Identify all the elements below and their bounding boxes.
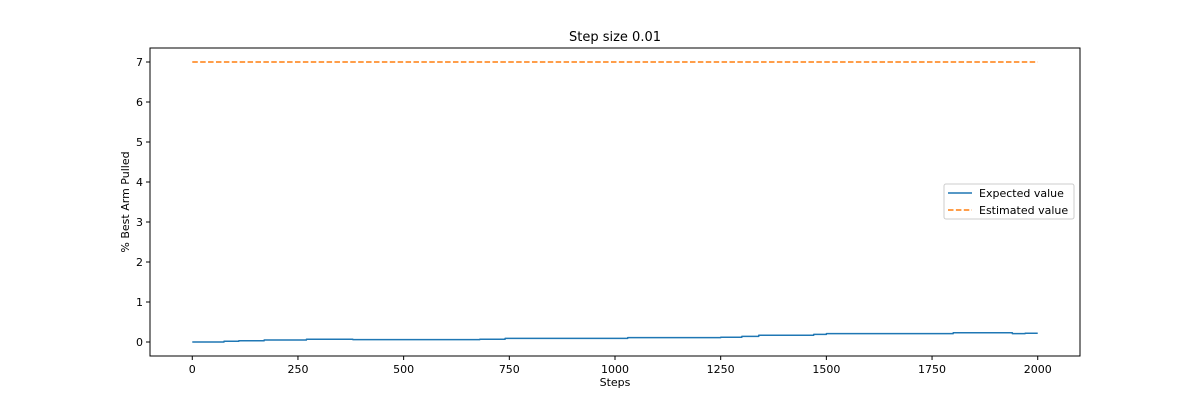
x-tick-label: 1750 [918, 363, 946, 376]
y-tick-label: 4 [136, 176, 143, 189]
legend: Expected value Estimated value [943, 183, 1075, 220]
y-tick-label: 3 [136, 216, 143, 229]
x-tick-label: 750 [499, 363, 520, 376]
x-tick-label: 1500 [812, 363, 840, 376]
plot-area-frame [149, 47, 1081, 357]
y-axis-label: % Best Arm Pulled [119, 151, 132, 252]
y-tick-label: 2 [136, 256, 143, 269]
x-tick-label: 1250 [707, 363, 735, 376]
x-tick-label: 0 [189, 363, 196, 376]
legend-frame [943, 183, 1075, 220]
y-tick-label: 7 [136, 56, 143, 69]
y-tick-label: 0 [136, 336, 143, 349]
chart-title: Step size 0.01 [569, 30, 661, 45]
legend-label-expected-value: Expected value [979, 187, 1064, 200]
y-tick-label: 1 [136, 296, 143, 309]
y-tick-label: 6 [136, 96, 143, 109]
legend-label-estimated-value: Estimated value [979, 204, 1068, 217]
series-line-0 [192, 332, 1038, 343]
x-tick-label: 1000 [601, 363, 629, 376]
x-tick-label: 2000 [1024, 363, 1052, 376]
x-tick-label: 500 [393, 363, 414, 376]
x-tick-label: 250 [287, 363, 308, 376]
x-axis-label: Steps [600, 376, 631, 389]
y-tick-label: 5 [136, 136, 143, 149]
